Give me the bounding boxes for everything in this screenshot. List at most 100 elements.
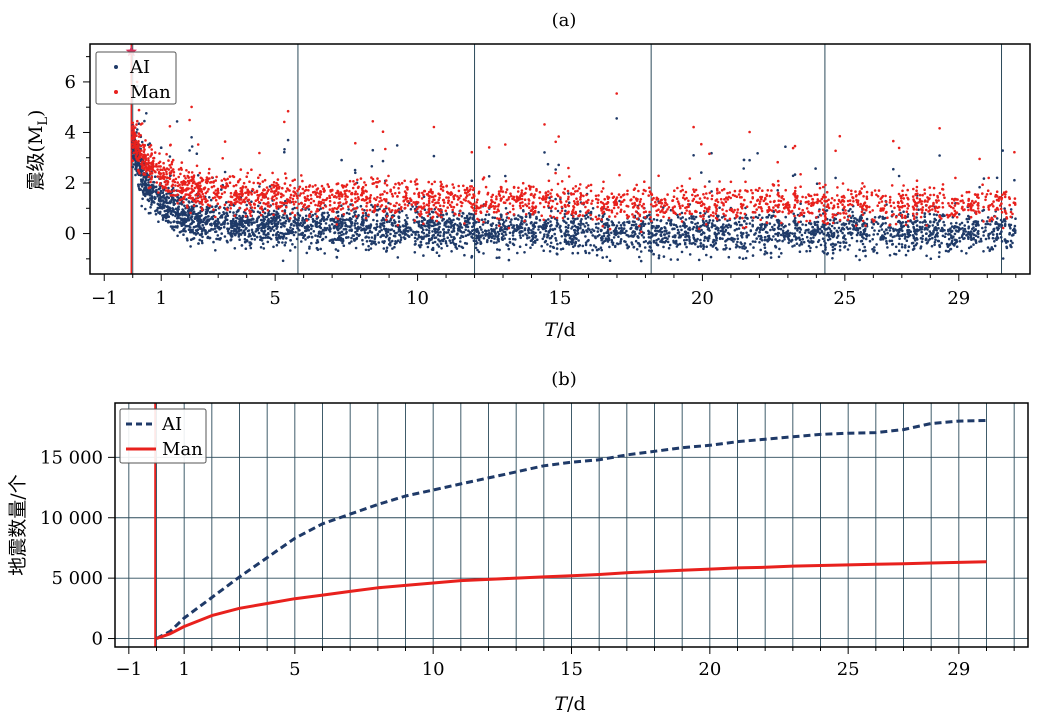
scatter-point	[567, 192, 570, 195]
scatter-point	[177, 208, 180, 211]
scatter-point	[723, 248, 727, 251]
scatter-point	[375, 219, 379, 223]
scatter-point	[188, 149, 191, 152]
scatter-point	[641, 192, 645, 196]
scatter-point	[495, 256, 499, 260]
scatter-point	[955, 215, 959, 219]
scatter-point	[699, 242, 703, 245]
scatter-point	[632, 246, 635, 249]
scatter-point	[340, 215, 344, 218]
scatter-point	[586, 215, 590, 219]
scatter-point	[564, 234, 567, 238]
scatter-point	[458, 225, 461, 229]
scatter-point	[252, 181, 255, 185]
scatter-point	[1000, 224, 1004, 227]
scatter-point	[397, 230, 401, 233]
scatter-point	[262, 231, 266, 234]
scatter-point	[667, 219, 670, 222]
scatter-point	[742, 167, 745, 170]
scatter-point	[562, 219, 565, 222]
scatter-point	[216, 226, 219, 229]
scatter-point	[579, 224, 582, 227]
scatter-point	[143, 188, 146, 191]
scatter-point	[220, 232, 223, 235]
scatter-point	[431, 200, 434, 204]
scatter-point	[376, 225, 379, 229]
scatter-point	[923, 212, 927, 215]
scatter-point	[387, 228, 390, 231]
scatter-point	[821, 237, 825, 240]
scatter-point	[489, 232, 493, 235]
scatter-point	[399, 230, 403, 234]
scatter-point	[758, 241, 761, 244]
scatter-point	[247, 223, 250, 227]
scatter-point	[271, 233, 275, 237]
scatter-point	[777, 218, 780, 222]
scatter-point	[589, 213, 592, 217]
scatter-point	[788, 223, 791, 226]
scatter-point	[292, 224, 296, 227]
scatter-point	[391, 239, 394, 243]
scatter-point	[277, 241, 281, 244]
scatter-point	[407, 235, 411, 238]
scatter-point	[995, 176, 999, 180]
scatter-point	[452, 186, 456, 189]
scatter-point	[486, 221, 490, 225]
scatter-point	[791, 245, 794, 248]
scatter-point	[238, 206, 241, 210]
scatter-point	[774, 238, 777, 241]
scatter-point	[769, 200, 772, 204]
scatter-point	[257, 204, 260, 208]
scatter-point	[450, 221, 454, 224]
scatter-point	[1001, 257, 1005, 260]
scatter-point	[219, 237, 222, 240]
scatter-point	[437, 254, 441, 258]
scatter-point	[987, 176, 990, 180]
scatter-point	[564, 239, 568, 242]
scatter-point	[220, 215, 224, 218]
scatter-point	[397, 220, 401, 223]
scatter-point	[892, 201, 895, 205]
scatter-point	[368, 239, 372, 243]
scatter-point	[380, 234, 384, 237]
scatter-point	[461, 201, 464, 205]
scatter-point	[892, 229, 895, 233]
scatter-point	[250, 206, 254, 209]
scatter-point	[969, 245, 973, 248]
scatter-point	[465, 220, 468, 223]
scatter-point	[390, 228, 394, 231]
scatter-point	[912, 244, 916, 248]
scatter-point	[590, 231, 593, 234]
scatter-point	[434, 236, 438, 239]
scatter-point	[176, 234, 179, 238]
scatter-point	[648, 240, 651, 243]
scatter-point	[533, 221, 537, 225]
scatter-point	[192, 204, 196, 207]
scatter-point	[335, 211, 339, 214]
scatter-point	[817, 209, 821, 213]
scatter-point	[370, 242, 373, 246]
scatter-point	[829, 218, 832, 222]
scatter-point	[229, 207, 232, 210]
scatter-point	[309, 223, 313, 227]
scatter-point	[915, 228, 919, 231]
scatter-point	[696, 194, 699, 197]
scatter-point	[617, 221, 621, 224]
scatter-point	[335, 238, 339, 241]
scatter-point	[669, 258, 673, 261]
scatter-point	[831, 235, 835, 239]
scatter-point	[301, 216, 305, 220]
scatter-point	[213, 222, 217, 226]
scatter-point	[594, 215, 598, 219]
scatter-point	[496, 248, 499, 251]
scatter-point	[748, 222, 752, 225]
scatter-point	[499, 228, 503, 231]
scatter-point	[634, 232, 637, 236]
scatter-point	[420, 223, 423, 227]
scatter-point	[428, 224, 432, 227]
scatter-point	[574, 241, 577, 245]
scatter-point	[639, 230, 643, 234]
scatter-point	[702, 220, 705, 224]
scatter-point	[139, 183, 142, 186]
scatter-point	[559, 230, 563, 233]
